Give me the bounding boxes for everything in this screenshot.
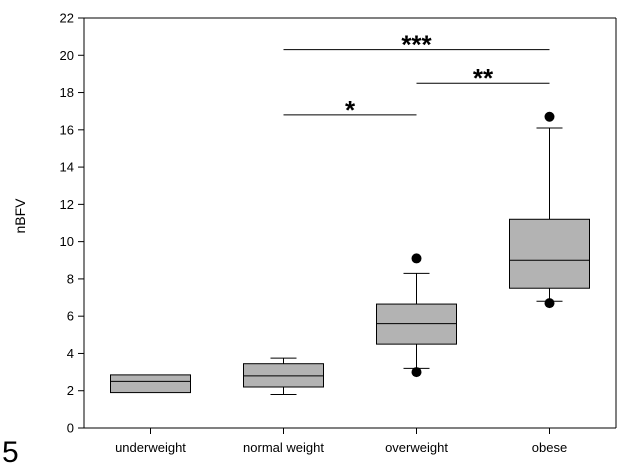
box-group — [110, 374, 191, 394]
y-tick-label: 0 — [67, 421, 74, 436]
y-tick-label: 16 — [60, 122, 74, 137]
box-body — [509, 218, 590, 289]
y-tick-label: 14 — [60, 160, 74, 175]
significance-label: *** — [401, 30, 432, 60]
y-tick-label: 8 — [67, 271, 74, 286]
y-tick-label: 22 — [60, 11, 74, 26]
x-tick-label: normal weight — [243, 440, 324, 455]
box-body — [110, 374, 191, 394]
y-tick-label: 6 — [67, 309, 74, 324]
y-tick-label: 12 — [60, 197, 74, 212]
outlier-point — [411, 367, 422, 378]
figure-number: 5 — [2, 436, 19, 465]
y-axis-title: nBFV — [12, 198, 28, 234]
outlier-point — [411, 253, 422, 264]
significance-layer: ****** — [283, 30, 550, 125]
axes-layer: 0 2 4 6 8 10 12 14 16 18 20 22 underweight normal wei… — [60, 11, 617, 455]
significance-label: ** — [473, 63, 494, 93]
significance-label: * — [345, 95, 356, 125]
box-group — [243, 357, 324, 395]
outlier-point — [544, 298, 555, 309]
outlier-point — [544, 111, 555, 122]
y-tick-label: 4 — [67, 346, 74, 361]
x-tick-label: obese — [532, 440, 567, 455]
x-tick-label: overweight — [385, 440, 448, 455]
box-group — [509, 111, 590, 309]
boxes-layer — [110, 111, 590, 395]
y-tick-label: 20 — [60, 48, 74, 63]
y-tick-label: 18 — [60, 85, 74, 100]
y-tick-label: 2 — [67, 383, 74, 398]
y-tick-label: 10 — [60, 234, 74, 249]
x-tick-label: underweight — [115, 440, 186, 455]
box-group — [376, 253, 457, 378]
